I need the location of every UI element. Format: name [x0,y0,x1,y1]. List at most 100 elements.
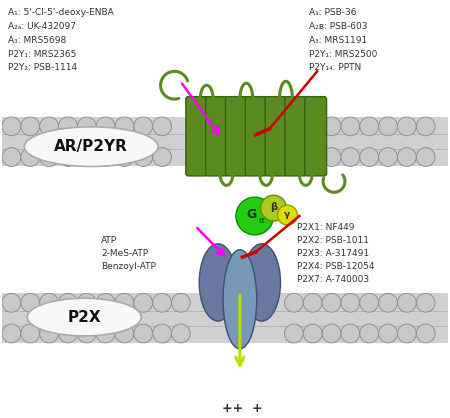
Circle shape [40,293,58,312]
Circle shape [322,324,341,343]
Circle shape [2,148,21,166]
Circle shape [171,324,190,343]
Circle shape [77,117,96,136]
Text: P2X2: PSB-1011: P2X2: PSB-1011 [297,236,369,245]
Circle shape [77,324,96,343]
Text: P2X7: A-740003: P2X7: A-740003 [297,275,369,283]
Ellipse shape [243,244,280,321]
Circle shape [77,148,96,166]
Circle shape [153,293,171,312]
Circle shape [341,117,360,136]
FancyBboxPatch shape [225,97,248,176]
Circle shape [397,324,416,343]
Circle shape [21,148,40,166]
Circle shape [153,148,171,166]
Circle shape [303,324,322,343]
Circle shape [21,293,40,312]
Text: A₂ʙ: PSB-603: A₂ʙ: PSB-603 [309,22,368,31]
Circle shape [96,324,115,343]
Circle shape [322,293,341,312]
Circle shape [416,324,435,343]
Circle shape [21,324,40,343]
Text: Benzoyl-ATP: Benzoyl-ATP [101,262,156,270]
Circle shape [360,293,378,312]
Circle shape [341,293,360,312]
Circle shape [397,148,416,166]
Circle shape [134,324,153,343]
Circle shape [378,324,397,343]
Text: P2Y₁₄: PPTN: P2Y₁₄: PPTN [309,64,361,72]
Circle shape [416,117,435,136]
Text: β: β [270,202,277,212]
Circle shape [134,148,153,166]
Text: 2-MeS-ATP: 2-MeS-ATP [101,249,148,258]
Bar [2,293,448,343]
Text: ++  +: ++ + [221,403,262,415]
Circle shape [115,293,134,312]
Bar [2,117,448,166]
Circle shape [58,293,77,312]
Circle shape [40,117,58,136]
Circle shape [40,148,58,166]
Circle shape [397,117,416,136]
Circle shape [378,148,397,166]
Circle shape [153,324,171,343]
Circle shape [416,293,435,312]
Circle shape [96,148,115,166]
Circle shape [360,148,378,166]
Text: P2X3: A-317491: P2X3: A-317491 [297,249,369,258]
Circle shape [115,148,134,166]
Circle shape [261,195,287,221]
Circle shape [96,293,115,312]
Text: P2Y₂: PSB-1114: P2Y₂: PSB-1114 [8,64,77,72]
Text: P2X: P2X [68,310,101,325]
Circle shape [171,293,190,312]
Circle shape [360,324,378,343]
FancyBboxPatch shape [206,97,228,176]
Circle shape [2,117,21,136]
Text: α: α [259,217,265,225]
Text: A₂ₐ: UK-432097: A₂ₐ: UK-432097 [8,22,76,31]
Circle shape [153,117,171,136]
Text: AR/P2YR: AR/P2YR [54,139,128,154]
Circle shape [284,293,303,312]
Circle shape [134,293,153,312]
Circle shape [341,148,360,166]
Text: A₁: PSB-36: A₁: PSB-36 [309,8,357,17]
Ellipse shape [199,244,237,321]
Circle shape [378,117,397,136]
Circle shape [236,197,274,235]
Circle shape [341,324,360,343]
Circle shape [21,117,40,136]
Circle shape [134,117,153,136]
FancyBboxPatch shape [305,97,327,176]
FancyBboxPatch shape [285,97,307,176]
Circle shape [96,117,115,136]
Circle shape [397,293,416,312]
Circle shape [303,293,322,312]
Circle shape [322,117,341,136]
Text: P2X4: PSB-12054: P2X4: PSB-12054 [297,262,375,270]
Text: G: G [247,208,257,221]
Circle shape [360,117,378,136]
Circle shape [278,205,297,225]
Text: A₁: 5'-Cl-5'-deoxy-ENBA: A₁: 5'-Cl-5'-deoxy-ENBA [8,8,114,17]
Circle shape [115,324,134,343]
Ellipse shape [223,250,256,349]
FancyBboxPatch shape [245,97,267,176]
Circle shape [378,293,397,312]
Circle shape [58,324,77,343]
Circle shape [322,148,341,166]
Circle shape [416,148,435,166]
Circle shape [284,324,303,343]
Ellipse shape [24,127,158,166]
Text: P2Y₁: MRS2365: P2Y₁: MRS2365 [8,50,76,59]
Text: P2X1: NF449: P2X1: NF449 [297,223,355,232]
Circle shape [2,293,21,312]
FancyBboxPatch shape [186,97,207,176]
Text: γ: γ [284,209,291,219]
Circle shape [58,117,77,136]
Text: A₃: MRS1191: A₃: MRS1191 [309,36,368,45]
Circle shape [2,324,21,343]
Text: A₃: MRS5698: A₃: MRS5698 [8,36,66,45]
